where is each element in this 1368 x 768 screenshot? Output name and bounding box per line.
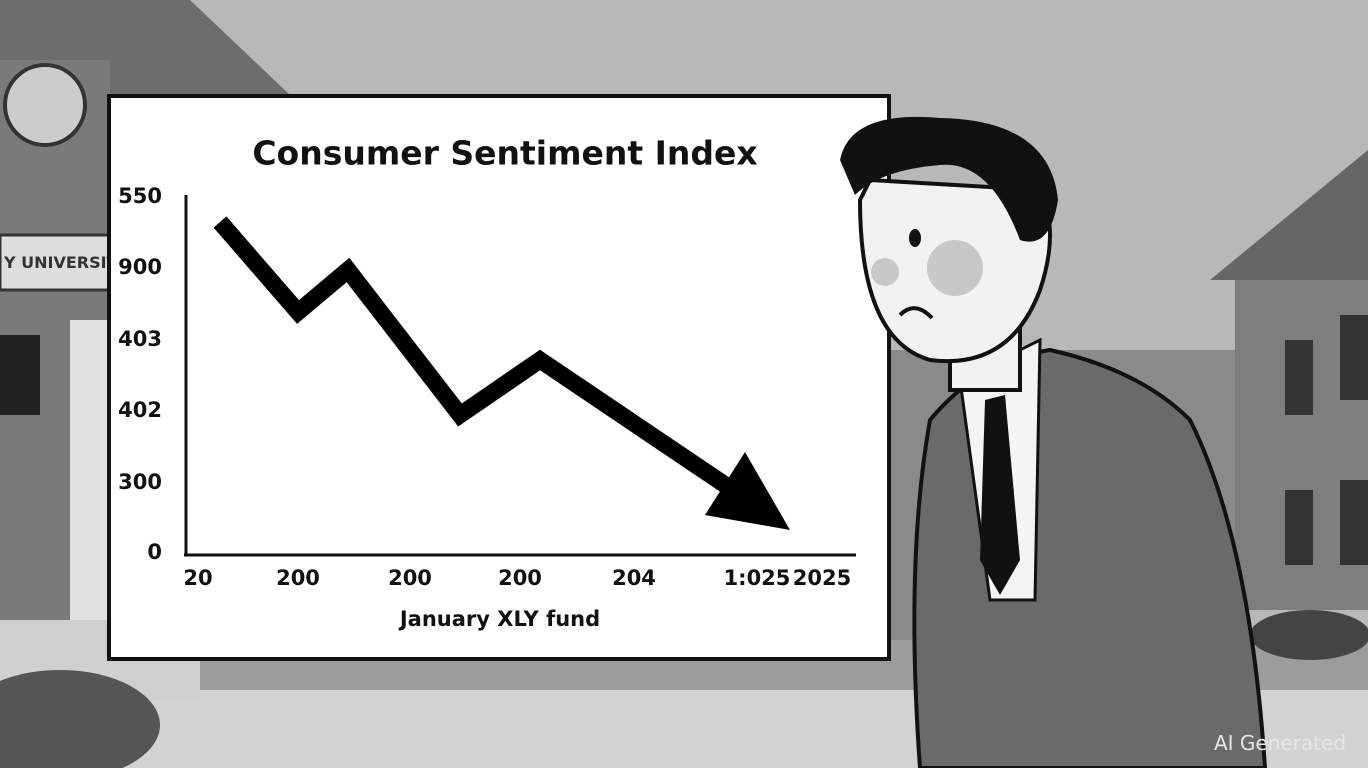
y-label: 900: [118, 255, 162, 279]
window: [0, 335, 40, 415]
window: [1340, 315, 1368, 400]
watermark: AI Generated: [1214, 731, 1346, 755]
trend-line: [213, 216, 760, 513]
cheek: [927, 240, 983, 296]
chart-board: [107, 94, 891, 661]
board-title: Consumer Sentiment Index: [252, 134, 757, 173]
x-label: 200: [276, 566, 320, 590]
x-label: 20: [183, 566, 212, 590]
arrow-head: [705, 452, 790, 530]
building-sign: Y UNIVERSITY: [3, 253, 130, 272]
x-label: 200: [498, 566, 542, 590]
x-label: 204: [612, 566, 656, 590]
y-label: 403: [118, 327, 162, 351]
right-roof: [1210, 150, 1368, 280]
x-labels: 20 200 200 200 204 1:025 2025: [183, 566, 851, 590]
window: [1285, 340, 1313, 415]
y-labels: 550 900 403 402 300 0: [118, 184, 162, 564]
cheek: [871, 258, 899, 286]
y-label: 550: [118, 184, 162, 208]
x-axis-label: January XLY fund: [398, 607, 600, 631]
y-label: 402: [118, 398, 162, 422]
y-label: 0: [147, 540, 162, 564]
window: [1340, 480, 1368, 565]
x-label: 1:025: [724, 566, 791, 590]
eye: [909, 229, 921, 247]
x-label: 2025: [793, 566, 851, 590]
mouth: [898, 306, 934, 320]
x-label: 200: [388, 566, 432, 590]
hair: [840, 116, 1058, 242]
bush: [0, 670, 160, 768]
window: [1285, 490, 1313, 565]
column: [70, 320, 110, 620]
hedge: [1250, 610, 1368, 660]
tie: [980, 395, 1020, 595]
y-label: 300: [118, 470, 162, 494]
emblem: [3, 63, 87, 147]
